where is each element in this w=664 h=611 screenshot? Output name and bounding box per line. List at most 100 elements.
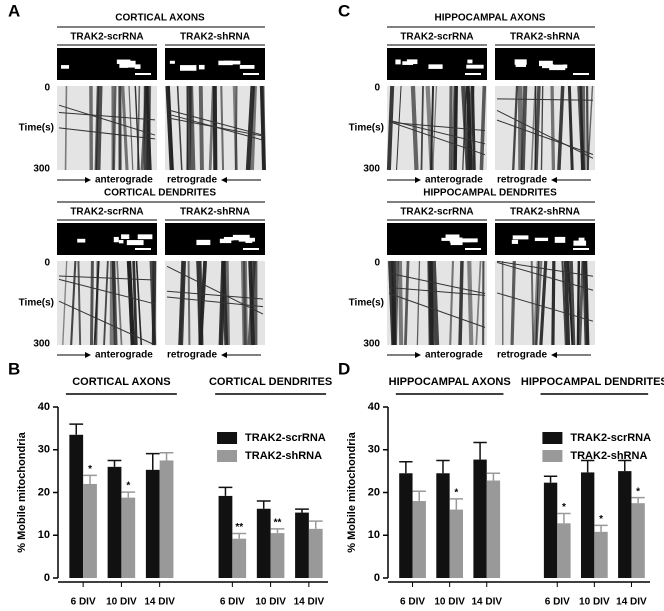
bar (618, 471, 632, 578)
error-bar (399, 460, 413, 474)
mitochondrion (77, 238, 86, 243)
mitochondrion (441, 237, 452, 241)
y-tick-label: 40 (38, 401, 50, 413)
error-bar (412, 490, 426, 502)
mitochondrion (224, 60, 241, 65)
bar (436, 473, 450, 578)
arrow-head (415, 177, 421, 183)
error-bar (449, 498, 464, 510)
kymograph-track (496, 109, 594, 159)
bar (594, 531, 608, 578)
mitochondrion (542, 64, 554, 69)
bar (449, 509, 464, 578)
panel-label: C (338, 1, 350, 20)
error-bar (232, 532, 247, 539)
error-bar (121, 491, 136, 498)
y-tick-label: 0 (374, 572, 380, 584)
x-tick-label: 6 DIV (400, 597, 425, 608)
micrograph (57, 48, 157, 80)
mitochondrion (511, 239, 519, 244)
time-start: 0 (44, 83, 50, 94)
kymograph-track (166, 117, 264, 137)
arrow-head (221, 177, 227, 183)
error-bar (473, 441, 487, 460)
error-bar (270, 528, 285, 534)
kymograph-track (388, 119, 486, 145)
kymograph-track (250, 85, 257, 171)
time-end: 300 (363, 339, 380, 350)
bar (557, 523, 571, 578)
significance: * (599, 514, 603, 525)
mitochondrion (534, 237, 549, 242)
kymograph-track (259, 85, 266, 171)
time-start: 0 (44, 258, 50, 269)
y-tick-label: 30 (38, 444, 50, 456)
column-title: TRAK2-scrRNA (400, 32, 473, 43)
kymograph-track (496, 119, 594, 155)
section-title: CORTICAL AXONS (115, 13, 205, 24)
significance: ** (235, 522, 243, 533)
column-title: TRAK2-scrRNA (400, 207, 473, 218)
kymograph-track (111, 260, 118, 346)
bar (308, 528, 323, 578)
kymograph-track (496, 98, 594, 101)
legend-swatch (542, 450, 563, 462)
mitochondrion (467, 59, 473, 64)
mitochondrion (450, 240, 463, 246)
mitochondrion (113, 236, 119, 243)
mitochondrion (137, 234, 153, 240)
column-title: TRAK2-scrRNA (70, 32, 143, 43)
kymograph-track (397, 260, 404, 346)
section-title: HIPPOCAMPAL DENDRITES (423, 188, 557, 199)
direction: anterograde (425, 175, 483, 186)
column-title: TRAK2-shRNA (180, 207, 250, 218)
kymograph-track (510, 260, 516, 346)
kymograph-track (165, 85, 174, 171)
mitochondrion (61, 65, 70, 69)
x-tick-label: 10 DIV (255, 597, 286, 608)
error-bar (69, 423, 84, 435)
kymograph-track (62, 260, 68, 346)
group-label: CORTICAL AXONS (72, 376, 170, 388)
kymograph-track (428, 260, 434, 346)
kymograph-track (512, 85, 519, 171)
kymograph-track (534, 85, 541, 171)
error-bar (631, 496, 645, 504)
group-label: HIPPOCAMPAL DENDRITES (521, 376, 664, 388)
significance: * (88, 464, 92, 475)
mitochondrion (538, 60, 553, 67)
bar (631, 503, 645, 578)
x-tick-label: 14 DIV (294, 597, 325, 608)
kymograph-track (388, 121, 486, 131)
group-label: HIPPOCAMPAL AXONS (389, 376, 511, 388)
error-bar (543, 475, 558, 483)
y-tick-label: 0 (44, 572, 50, 584)
kymograph-track (112, 85, 117, 171)
kymograph-track (388, 287, 486, 296)
kymograph-track (584, 260, 590, 346)
x-tick-label: 6 DIV (220, 597, 245, 608)
kymograph-track (521, 85, 528, 171)
kymograph-track (64, 85, 68, 171)
kymograph-track (132, 260, 138, 346)
x-tick-label: 14 DIV (471, 597, 502, 608)
kymograph-track (103, 260, 109, 346)
arrow-head (551, 177, 557, 183)
error-bar (308, 520, 323, 529)
significance: * (454, 488, 458, 499)
error-bar (83, 474, 97, 484)
kymograph-track (134, 85, 140, 171)
kymograph-track (240, 260, 247, 346)
error-bar (159, 451, 174, 461)
mitochondrion (514, 59, 527, 65)
kymograph-track (77, 260, 82, 346)
mitochondrion (460, 238, 478, 243)
kymograph-track (196, 260, 204, 346)
kymograph-track (166, 290, 264, 300)
legend-label: TRAK2-shRNA (570, 450, 647, 462)
kymograph-track (404, 260, 410, 346)
error-bar (145, 452, 160, 470)
y-tick-label: 40 (368, 401, 380, 413)
kymograph-track (135, 260, 143, 346)
kymograph-track (539, 260, 548, 346)
